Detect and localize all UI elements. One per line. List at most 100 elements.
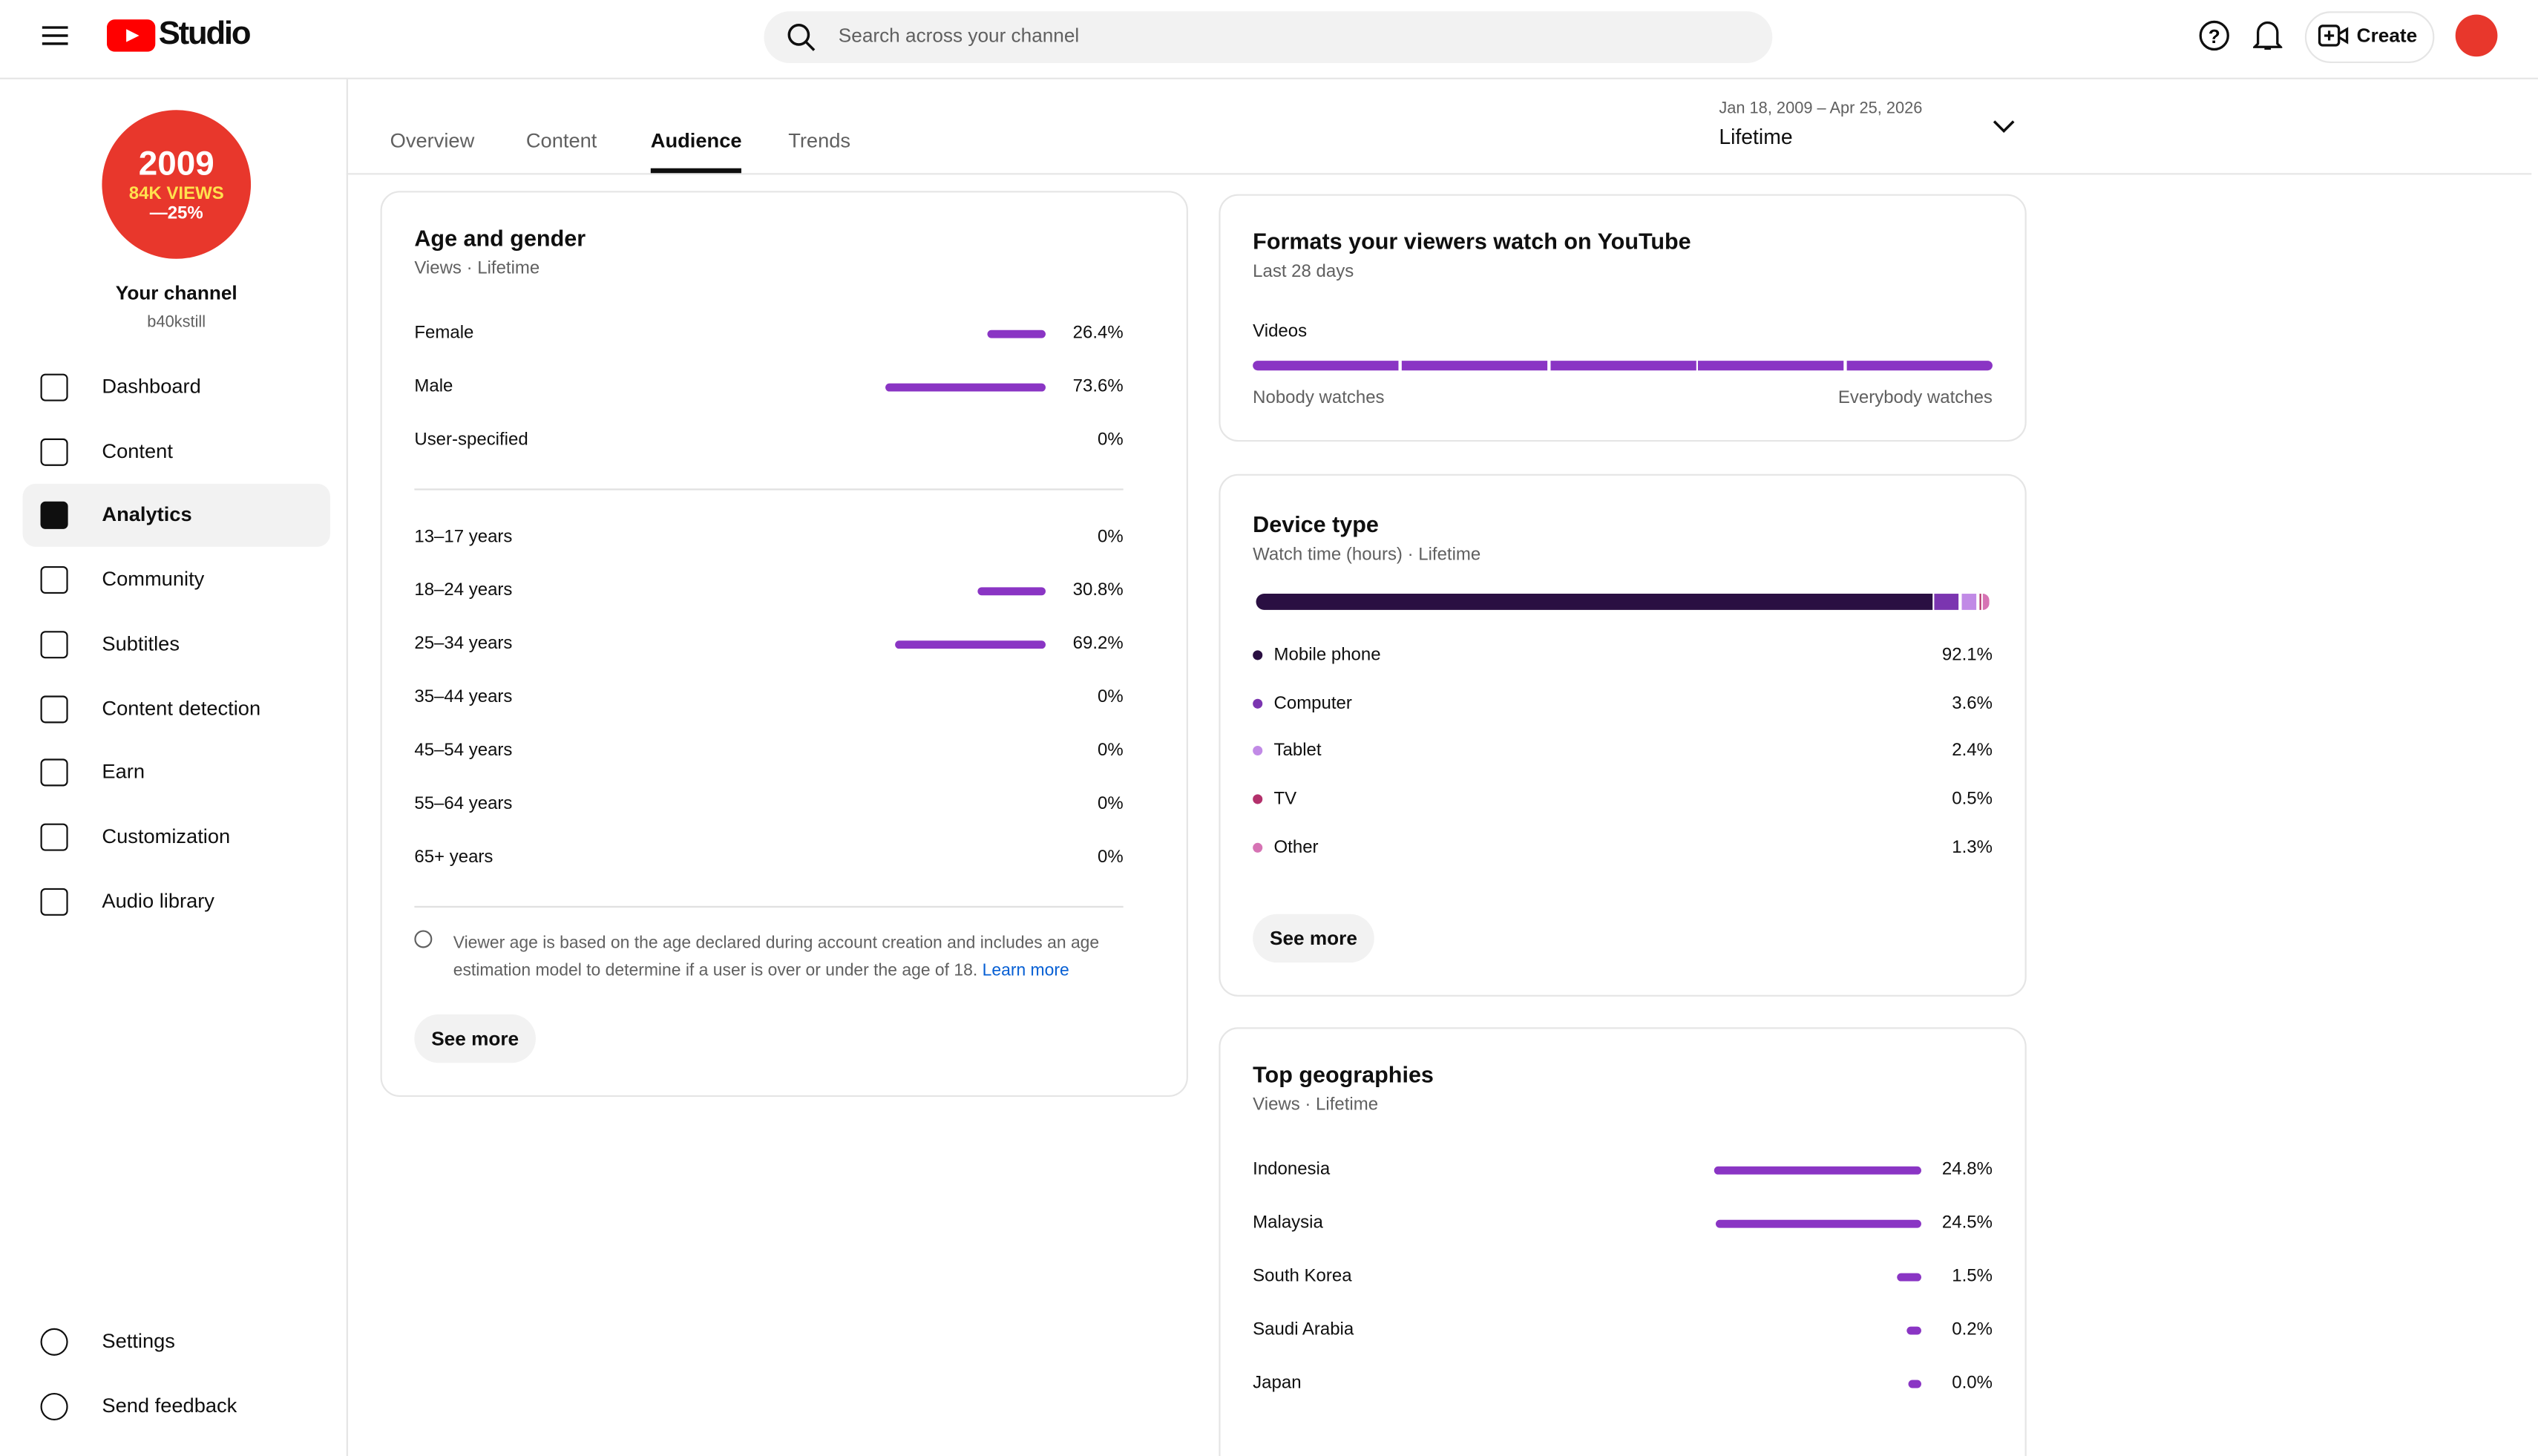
row-label: Male [414, 376, 453, 397]
legend-dot [1253, 794, 1263, 804]
dropdown-icon[interactable] [1993, 118, 2016, 134]
device-label: Mobile phone [1273, 645, 1381, 665]
row-value: 1.5% [1952, 1266, 1993, 1287]
format-label: Videos [1253, 321, 1308, 341]
tab-underline [650, 168, 741, 174]
device-segment [1961, 594, 1977, 610]
nav-item[interactable]: Subtitles [102, 632, 180, 655]
legend-dot [1253, 650, 1263, 660]
row-label: Malaysia [1253, 1213, 1323, 1233]
row-value: 0% [1097, 430, 1124, 450]
search-placeholder: Search across your channel [838, 24, 1080, 47]
device-value: 1.3% [1952, 837, 1993, 857]
nav-icon [40, 887, 68, 915]
channel-handle: b40kstill [147, 313, 206, 332]
legend-dot [1253, 842, 1263, 853]
format-segment [1253, 361, 1399, 371]
bar [894, 640, 1046, 649]
nav-item[interactable]: Content [102, 439, 173, 462]
row-label: 55–64 years [414, 794, 513, 814]
tab[interactable]: Audience [650, 129, 742, 152]
formats-card: Formats your viewers watch on YouTube Las… [1219, 194, 2027, 442]
logo-icon[interactable] [106, 19, 156, 52]
row-label: 45–54 years [414, 741, 513, 761]
row-value: 0.2% [1952, 1319, 1993, 1340]
tab[interactable]: Content [525, 129, 597, 152]
row-value: 0% [1097, 687, 1124, 707]
nav-item[interactable]: Customization [102, 824, 231, 848]
help-icon[interactable]: ? [2198, 19, 2231, 52]
learn-more-link[interactable]: Learn more [982, 960, 1069, 981]
row-value: 24.5% [1941, 1213, 1993, 1233]
row-value: 0% [1097, 847, 1124, 868]
see-more-button[interactable]: See more [1253, 914, 1374, 963]
device-label: Other [1273, 837, 1319, 857]
max-label: Everybody watches [1837, 388, 1993, 408]
row-label: South Korea [1253, 1266, 1352, 1287]
nav-item[interactable]: Community [102, 568, 205, 591]
nav-item[interactable]: Content detection [102, 696, 261, 720]
date-range: Jan 18, 2009 – Apr 25, 2026 [1719, 100, 1923, 119]
legend-dot [1253, 746, 1263, 756]
nav-item[interactable]: Earn [102, 761, 145, 784]
row-label: Japan [1253, 1373, 1302, 1393]
device-segment [1979, 594, 1981, 610]
tab[interactable]: Trends [788, 129, 851, 152]
bar [1714, 1166, 1921, 1175]
nav-icon [40, 1392, 68, 1421]
card-subtitle: Views · Lifetime [1253, 1095, 1379, 1115]
nav-item[interactable]: Send feedback [102, 1394, 237, 1417]
row-label: Female [414, 324, 474, 344]
device-segment [1256, 594, 1933, 610]
row-value: 73.6% [1072, 376, 1124, 397]
bar [1908, 1380, 1921, 1388]
tab[interactable]: Overview [390, 129, 475, 152]
card-title: Formats your viewers watch on YouTube [1253, 228, 1691, 255]
nav-item[interactable]: Analytics [102, 503, 192, 527]
row-value: 0.0% [1952, 1373, 1993, 1393]
card-title: Age and gender [414, 225, 586, 251]
row-value: 30.8% [1072, 580, 1124, 600]
avatar-text: 84K VIEWS [128, 184, 224, 204]
age-note: Viewer age is based on the age declared … [453, 931, 1133, 986]
notifications-icon[interactable] [2253, 19, 2283, 52]
nav-icon [40, 438, 68, 466]
nav-icon [40, 1328, 68, 1356]
tab-bar [346, 79, 2532, 175]
bar [978, 587, 1046, 596]
row-value: 24.8% [1941, 1160, 1993, 1180]
device-segment [1935, 594, 1959, 610]
nav-item[interactable]: Dashboard [102, 375, 201, 399]
row-value: 0% [1097, 741, 1124, 761]
age-gender-card: Age and gender Views · Lifetime Female 26.4… [380, 191, 1188, 1098]
row-value: 0% [1097, 527, 1124, 547]
create-button[interactable] [2304, 11, 2435, 64]
account-avatar[interactable] [2455, 14, 2498, 57]
format-segment [1550, 361, 1696, 371]
nav-item[interactable]: Settings [102, 1329, 175, 1353]
row-label: User-specified [414, 430, 528, 450]
row-label: 35–44 years [414, 687, 513, 707]
bar [1716, 1219, 1921, 1228]
channel-avatar[interactable]: 2009 84K VIEWS —25% [102, 110, 252, 259]
logo-text[interactable]: Studio [158, 16, 252, 52]
nav-icon [40, 823, 68, 851]
bar [1896, 1273, 1921, 1282]
device-value: 3.6% [1952, 693, 1993, 713]
format-segment [1698, 361, 1845, 371]
date-period[interactable]: Lifetime [1719, 124, 1793, 149]
card-subtitle: Watch time (hours) · Lifetime [1253, 545, 1481, 565]
row-label: 18–24 years [414, 580, 513, 600]
device-value: 2.4% [1952, 741, 1993, 761]
nav-item[interactable]: Audio library [102, 889, 214, 912]
row-label: 25–34 years [414, 634, 513, 654]
nav-icon [40, 502, 68, 530]
nav-highlight [22, 484, 330, 548]
row-label: Saudi Arabia [1253, 1319, 1354, 1340]
see-more-button[interactable]: See more [414, 1014, 536, 1063]
card-title: Top geographies [1253, 1061, 1434, 1087]
search-box[interactable] [764, 11, 1773, 64]
menu-icon[interactable] [42, 23, 68, 49]
